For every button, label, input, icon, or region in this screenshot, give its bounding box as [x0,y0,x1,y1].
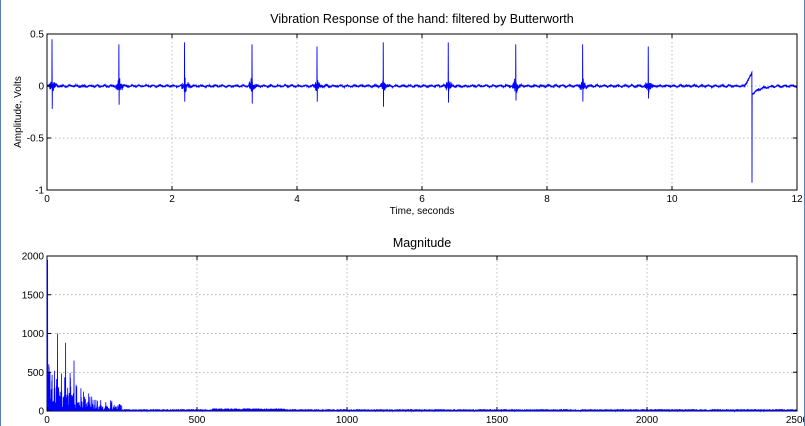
vibration-series-line [46,39,798,183]
magnitude-ytick-label: 2000 [22,252,45,263]
vibration-ytick-label: 0.5 [30,30,44,41]
magnitude-xtick-label: 2000 [636,415,659,426]
magnitude-xtick-label: 0 [44,415,50,426]
vibration-xtick-label: 4 [294,194,300,205]
magnitude-plot: Magnitude 0 500 1000 1500 2000 2500 2000 1500 10… [22,236,804,426]
magnitude-plot-ticks: 0 500 1000 1500 2000 2500 2000 1500 1000 500 0 [22,252,804,426]
vibration-xtick-label: 6 [419,194,425,205]
vibration-xtick-label: 10 [666,194,678,205]
vibration-ytick-label: -1 [35,186,44,197]
magnitude-xtick-label: 1500 [486,415,509,426]
vibration-ytick-label: 0 [38,82,44,93]
magnitude-xtick-label: 500 [189,415,206,426]
vibration-plot: Vibration Response of the hand: filtered… [13,12,803,217]
vibration-xtick-label: 8 [544,194,550,205]
vibration-ylabel: Amplitude, Volts [13,76,24,148]
vibration-plot-ticks: 0 2 4 6 8 10 12 0.5 0 -0.5 -1 [27,30,803,206]
magnitude-plot-grid [47,256,797,411]
vibration-xlabel: Time, seconds [390,206,455,217]
magnitude-xtick-label: 2500 [786,415,804,426]
magnitude-ytick-label: 1000 [22,329,45,340]
vibration-xtick-label: 0 [44,194,50,205]
vibration-xtick-label: 12 [791,194,803,205]
magnitude-xtick-label: 1000 [336,415,359,426]
magnitude-ytick-label: 1500 [22,290,45,301]
vibration-xtick-label: 2 [169,194,175,205]
vibration-plot-title: Vibration Response of the hand: filtered… [270,12,573,26]
vibration-ytick-label: -0.5 [27,134,45,145]
magnitude-ytick-label: 0 [38,407,44,418]
magnitude-ytick-label: 500 [27,368,44,379]
magnitude-plot-title: Magnitude [393,236,451,250]
magnitude-series-line [46,259,798,413]
vibration-plot-frame [46,33,798,191]
